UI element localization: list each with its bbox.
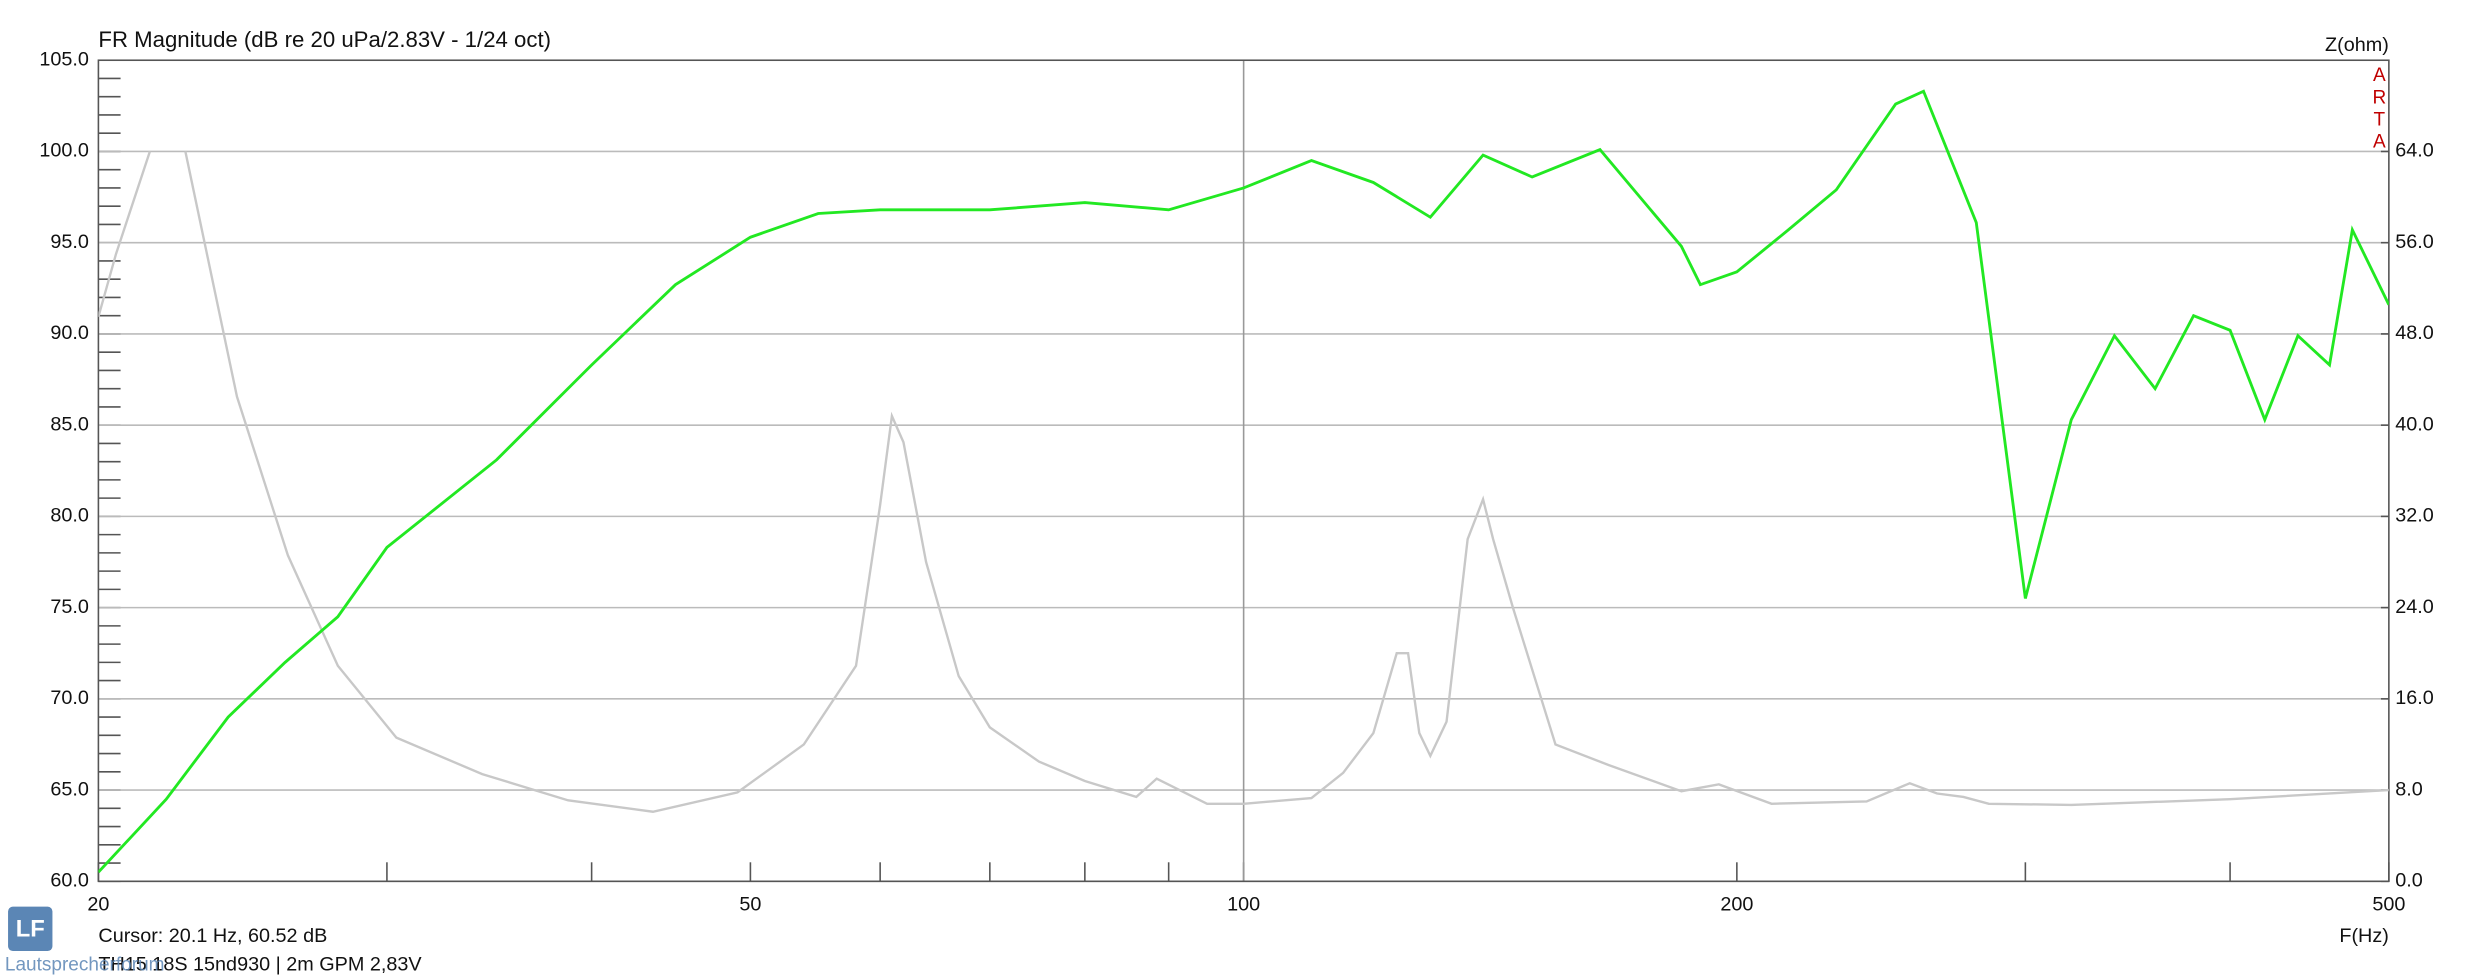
y2-tick-label: 8.0 (2395, 778, 2423, 800)
y-tick-label: 60.0 (50, 870, 89, 892)
y2-tick-label: 24.0 (2395, 596, 2434, 618)
y-tick-label: 75.0 (50, 596, 89, 618)
logo-box (8, 906, 53, 952)
watermark-letter: A (2373, 65, 2386, 86)
watermark-letter: R (2372, 87, 2386, 108)
y-tick-label: 105.0 (39, 48, 89, 70)
x-tick-label: 20 (87, 893, 109, 915)
x-axis-label: F(Hz) (2339, 925, 2388, 947)
footer: TH15 18S 15nd930 | 2m GPM 2,83V (98, 954, 422, 976)
y2-tick-label: 16.0 (2395, 687, 2434, 709)
watermark-letter: T (2374, 109, 2386, 130)
y-tick-label: 80.0 (50, 505, 89, 527)
y-tick-label: 95.0 (50, 231, 89, 253)
y2-tick-label: 56.0 (2395, 231, 2434, 253)
x-tick-label: 50 (739, 893, 761, 915)
y2-tick-label: 40.0 (2395, 413, 2434, 435)
watermark-letter: A (2373, 132, 2386, 153)
chart-title: FR Magnitude (dB re 20 uPa/2.83V - 1/24 … (98, 27, 551, 52)
y2-tick-label: 64.0 (2395, 140, 2434, 162)
y2-tick-label: 32.0 (2395, 505, 2434, 527)
y2-tick-label: 0.0 (2395, 870, 2423, 892)
y2-axis-label: Z(ohm) (2325, 34, 2389, 56)
cursor-readout: Cursor: 20.1 Hz, 60.52 dB (98, 925, 327, 947)
x-tick-label: 200 (1720, 893, 1753, 915)
x-tick-label: 100 (1227, 893, 1260, 915)
y-tick-label: 65.0 (50, 778, 89, 800)
series-line (98, 89, 2389, 874)
plot-frame (97, 59, 2390, 883)
logo-mark: LF (16, 916, 45, 943)
series-line (98, 151, 2389, 813)
x-tick-label: 500 (2372, 893, 2405, 915)
y2-tick-label: 48.0 (2395, 322, 2434, 344)
logo-text: Lautsprecherforum (5, 954, 165, 975)
y-tick-label: 85.0 (50, 413, 89, 435)
y-tick-label: 90.0 (50, 322, 89, 344)
y-tick-label: 70.0 (50, 687, 89, 709)
y-tick-label: 100.0 (39, 140, 89, 162)
